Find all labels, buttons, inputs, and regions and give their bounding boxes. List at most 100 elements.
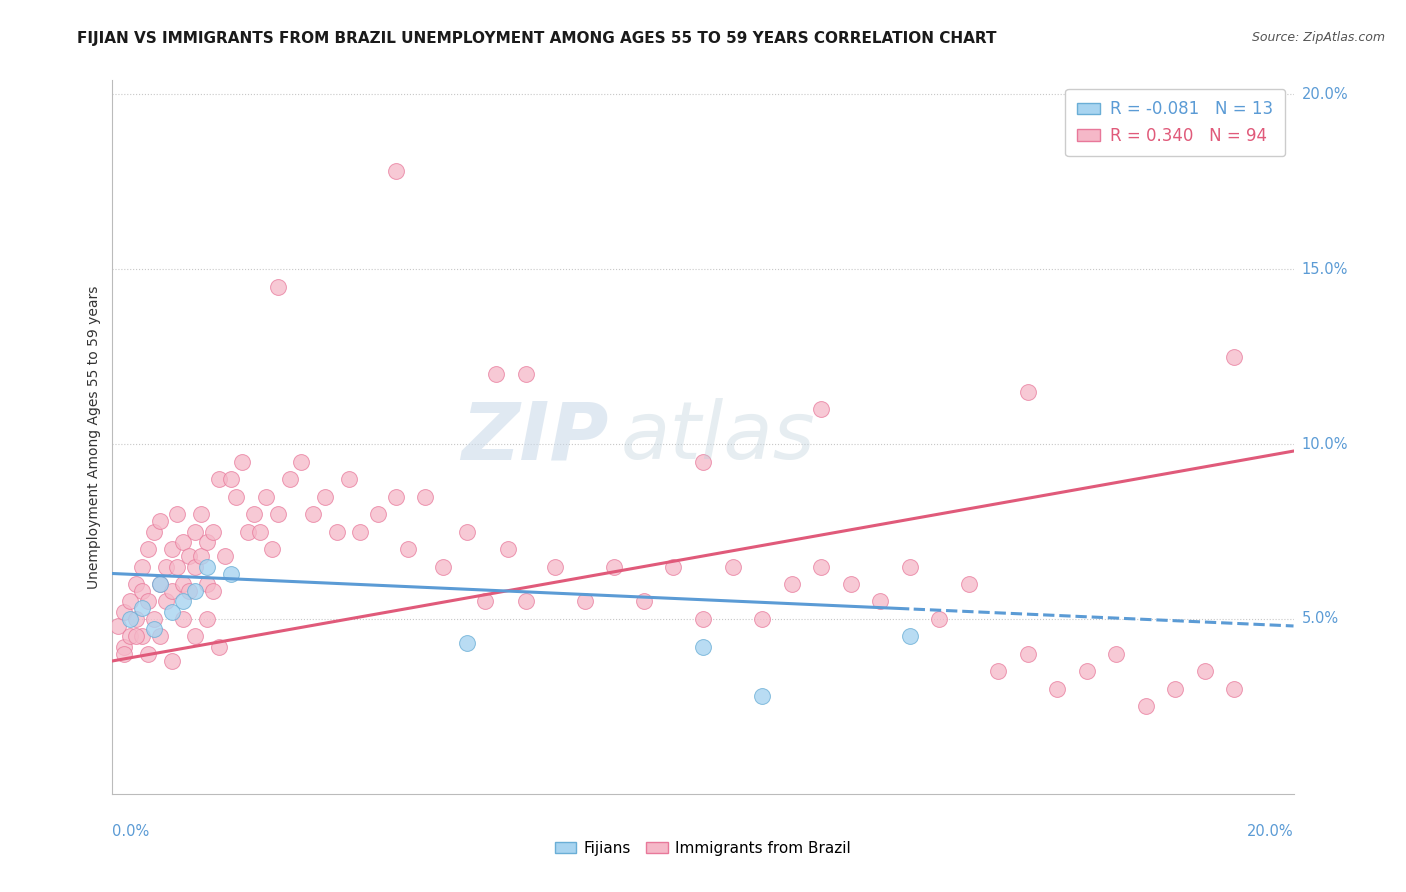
Point (125, 577, 148, 591)
Point (337, 472, 360, 486)
Point (314, 490, 336, 504)
Point (195, 535, 218, 549)
Point (142, 612, 165, 626)
Point (515, 594, 537, 608)
Point (721, 559, 744, 574)
Point (172, 535, 194, 549)
Point (1135, 699, 1157, 714)
Point (249, 524, 271, 539)
Point (184, 584, 207, 599)
Point (987, 665, 1010, 679)
Point (485, 367, 508, 381)
Point (898, 559, 921, 574)
Point (184, 630, 207, 644)
Point (349, 524, 371, 539)
Legend: R = -0.081   N = 13, R = 0.340   N = 94: R = -0.081 N = 13, R = 0.340 N = 94 (1066, 88, 1285, 156)
Y-axis label: Unemployment Among Ages 55 to 59 years: Unemployment Among Ages 55 to 59 years (87, 285, 101, 589)
Point (254, 490, 277, 504)
Point (155, 594, 177, 608)
Point (131, 630, 153, 644)
Point (112, 647, 135, 661)
Point (112, 605, 135, 619)
Point (780, 577, 803, 591)
Point (385, 490, 408, 504)
Point (184, 559, 207, 574)
Point (243, 507, 266, 521)
Text: 5.0%: 5.0% (1302, 612, 1339, 626)
Point (149, 514, 172, 528)
Point (839, 577, 862, 591)
Point (810, 559, 832, 574)
Point (131, 559, 153, 574)
Legend: Fijians, Immigrants from Brazil: Fijians, Immigrants from Brazil (548, 835, 858, 862)
Point (120, 630, 142, 644)
Point (172, 594, 194, 608)
Point (149, 577, 172, 591)
Point (195, 577, 218, 591)
Text: 20.0%: 20.0% (1302, 87, 1348, 102)
Point (302, 507, 325, 521)
Text: Source: ZipAtlas.com: Source: ZipAtlas.com (1251, 31, 1385, 45)
Point (633, 594, 655, 608)
Text: ZIP: ZIP (461, 398, 609, 476)
Point (1194, 665, 1216, 679)
Point (1076, 665, 1098, 679)
Point (131, 601, 153, 615)
Point (136, 594, 159, 608)
Point (201, 584, 224, 599)
Point (1223, 681, 1246, 696)
Point (326, 524, 349, 539)
Point (190, 549, 212, 563)
Point (474, 594, 496, 608)
Point (166, 559, 188, 574)
Point (415, 490, 437, 504)
Point (267, 279, 290, 293)
Point (107, 619, 129, 633)
Point (1164, 681, 1187, 696)
Point (290, 454, 312, 468)
Point (574, 594, 596, 608)
Point (190, 507, 212, 521)
Point (195, 612, 218, 626)
Point (149, 630, 172, 644)
Point (496, 541, 519, 556)
Point (142, 524, 165, 539)
Point (179, 584, 201, 599)
Point (160, 654, 183, 668)
Point (112, 640, 135, 654)
Point (120, 612, 142, 626)
Point (219, 472, 242, 486)
Point (179, 549, 201, 563)
Point (751, 612, 773, 626)
Point (692, 612, 714, 626)
Point (238, 524, 260, 539)
Point (166, 507, 188, 521)
Point (385, 164, 408, 178)
Point (869, 594, 891, 608)
Point (125, 630, 148, 644)
Text: FIJIAN VS IMMIGRANTS FROM BRAZIL UNEMPLOYMENT AMONG AGES 55 TO 59 YEARS CORRELAT: FIJIAN VS IMMIGRANTS FROM BRAZIL UNEMPLO… (77, 31, 997, 46)
Point (201, 524, 224, 539)
Point (278, 472, 301, 486)
Point (160, 605, 183, 619)
Point (208, 472, 231, 486)
Point (456, 524, 478, 539)
Point (195, 559, 218, 574)
Point (515, 367, 537, 381)
Point (149, 577, 172, 591)
Point (142, 623, 165, 637)
Point (120, 594, 142, 608)
Point (396, 541, 419, 556)
Point (172, 612, 194, 626)
Point (208, 640, 231, 654)
Point (136, 647, 159, 661)
Point (751, 689, 773, 703)
Point (131, 584, 153, 599)
Point (1046, 681, 1069, 696)
Text: 0.0%: 0.0% (112, 824, 149, 839)
Point (267, 507, 290, 521)
Point (225, 490, 247, 504)
Text: atlas: atlas (620, 398, 815, 476)
Point (160, 541, 183, 556)
Point (1105, 647, 1128, 661)
